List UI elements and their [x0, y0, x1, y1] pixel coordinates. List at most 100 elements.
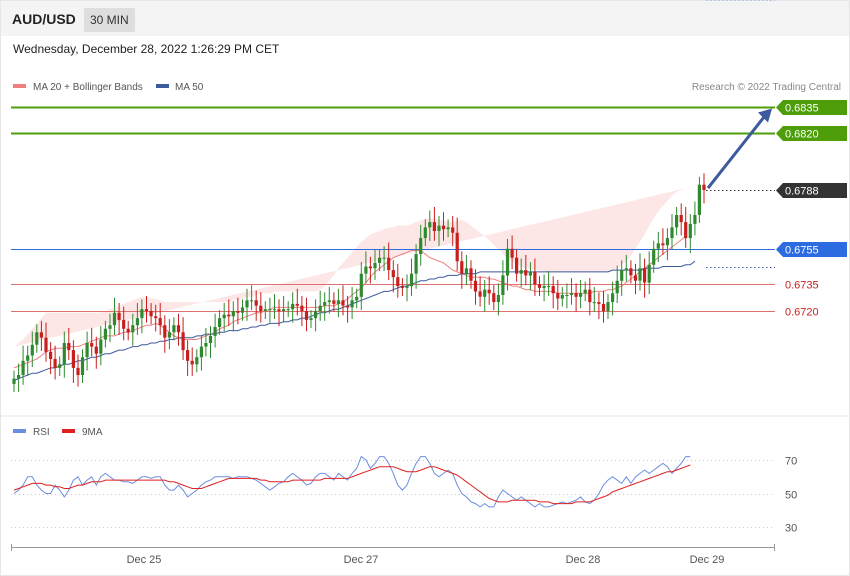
level-label-0.6720: 0.6720 — [785, 307, 819, 319]
candle-body — [624, 268, 628, 271]
candle-body — [327, 300, 331, 303]
candle-body — [647, 264, 651, 283]
candle-body — [12, 378, 16, 384]
candle-body — [579, 293, 583, 297]
bollinger-band — [14, 188, 686, 347]
candle-body — [140, 309, 144, 319]
candle-body — [661, 243, 665, 246]
candle-body — [501, 275, 505, 295]
rsi-line — [13, 455, 691, 508]
candle-body — [190, 360, 194, 365]
candle-body — [364, 266, 368, 274]
candle-body — [67, 343, 71, 351]
candle-body — [21, 360, 25, 375]
candle-body — [30, 344, 34, 356]
timeframe-selector[interactable]: 30 MIN — [84, 8, 135, 32]
candle-body — [158, 318, 162, 326]
candle-body — [208, 335, 213, 343]
candle-body — [103, 328, 107, 340]
candle-body — [341, 300, 345, 306]
candle-body — [117, 312, 121, 320]
candle-body — [478, 291, 482, 297]
level-label-0.6835: 0.6835 — [785, 103, 819, 115]
candle-layer — [12, 173, 706, 392]
candle-body — [679, 215, 683, 223]
level-label-0.6735: 0.6735 — [785, 280, 819, 292]
candle-body — [469, 268, 473, 281]
candle-body — [592, 302, 596, 304]
candle-body — [250, 300, 254, 302]
candle-body — [17, 375, 21, 379]
candle-body — [515, 257, 519, 274]
candle-body — [665, 238, 669, 246]
candle-body — [542, 286, 546, 288]
level-label-0.6788: 0.6788 — [785, 186, 819, 198]
candle-body — [643, 268, 647, 283]
candle-body — [359, 273, 363, 297]
candle-body — [135, 318, 139, 326]
candle-body — [675, 215, 679, 228]
candle-body — [428, 222, 432, 228]
candle-body — [272, 309, 277, 311]
candle-body — [684, 222, 688, 239]
candle-body — [53, 359, 57, 368]
candle-body — [565, 295, 569, 296]
candle-body — [419, 238, 423, 255]
candle-body — [154, 316, 158, 319]
candle-body — [519, 270, 523, 274]
forecast-arrow-shaft — [706, 113, 768, 190]
candle-body — [218, 318, 222, 327]
level-lines-layer — [11, 106, 775, 312]
candle-body — [405, 286, 409, 288]
candle-body — [254, 300, 258, 306]
candle-body — [176, 325, 181, 333]
candle-body — [432, 222, 436, 231]
candle-body — [144, 309, 149, 311]
time-axis-label: Dec 25 — [127, 554, 162, 566]
ma50-legend-swatch — [156, 84, 169, 88]
ma9-legend-swatch — [62, 429, 75, 433]
candle-body — [693, 215, 697, 224]
candle-body — [702, 184, 706, 190]
candle-body — [332, 300, 336, 304]
candle-body — [99, 339, 103, 354]
time-axis: Dec 25 Dec 27 Dec 28 Dec 29 — [11, 544, 775, 566]
ma50-legend-label: MA 50 — [175, 82, 204, 93]
candle-body — [423, 227, 427, 239]
candle-body — [291, 303, 295, 310]
candle-body — [656, 243, 660, 249]
candle-body — [400, 286, 404, 288]
candle-body — [163, 325, 167, 338]
level-label-0.6755: 0.6755 — [785, 245, 819, 257]
candle-body — [94, 346, 98, 354]
candle-body — [437, 225, 441, 231]
candle-body — [304, 311, 309, 320]
candle-body — [263, 309, 267, 311]
candle-body — [286, 309, 290, 311]
level-label-0.6820: 0.6820 — [785, 129, 819, 141]
candle-body — [492, 293, 496, 303]
candle-body — [560, 295, 564, 299]
level-tag-0.6835 — [776, 100, 847, 115]
candle-body — [455, 232, 459, 262]
candle-body — [473, 280, 478, 292]
candle-body — [414, 254, 418, 274]
ma20-legend-swatch — [13, 84, 26, 88]
candle-body — [601, 303, 606, 311]
candle-body — [44, 337, 48, 352]
candle-body — [441, 225, 446, 230]
candle-body — [181, 332, 185, 351]
candle-body — [58, 364, 62, 368]
candle-body — [606, 302, 610, 311]
candle-body — [167, 332, 171, 338]
candle-body — [90, 343, 94, 347]
candle-body — [314, 311, 318, 319]
rsi-panel: 70 50 30 — [11, 0, 797, 535]
candle-body — [524, 270, 528, 276]
candle-body — [227, 314, 231, 317]
candle-body — [528, 271, 532, 276]
candle-body — [240, 307, 245, 313]
ma20-line — [13, 235, 687, 369]
candle-body — [464, 268, 468, 274]
level-tag-0.6820 — [776, 126, 847, 141]
